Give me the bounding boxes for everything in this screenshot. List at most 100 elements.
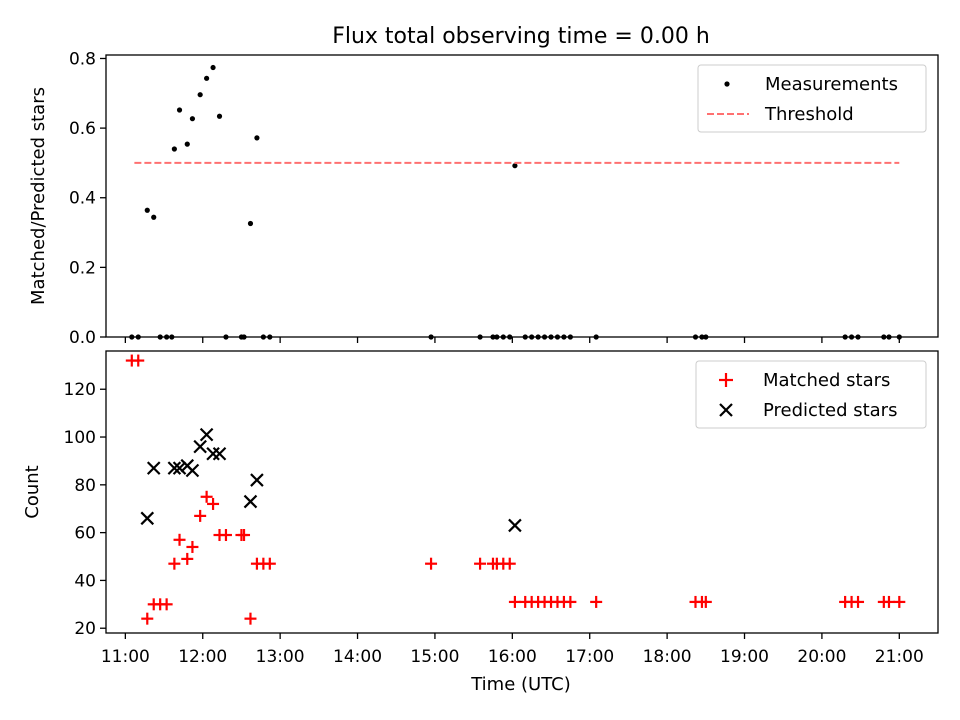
ratio-x-ticks xyxy=(124,337,900,343)
measurement-point xyxy=(254,135,260,141)
predicted-x-b xyxy=(185,463,200,478)
x-tick-label: 14:00 xyxy=(333,647,382,667)
measurement-point xyxy=(176,107,183,113)
matched-star-point xyxy=(425,557,438,570)
matched-star-point xyxy=(882,595,895,608)
predicted-x-b xyxy=(199,427,214,442)
x-axis-label: Time (UTC) xyxy=(470,674,571,695)
predicted-x-b xyxy=(212,446,227,461)
matched-star-point xyxy=(238,529,251,542)
measurement-point xyxy=(522,334,528,340)
measurement-point xyxy=(260,334,266,340)
matched-star-point xyxy=(893,595,906,608)
measurement-point xyxy=(881,334,887,340)
matched-star-point xyxy=(207,497,220,510)
measurement-point xyxy=(896,334,902,340)
matched-star-point xyxy=(194,509,207,522)
measurement-point xyxy=(886,334,892,340)
matched-star-point xyxy=(181,552,194,565)
x-tick-label: 18:00 xyxy=(643,647,692,667)
y-tick-label: 0.6 xyxy=(69,119,96,139)
measurement-point xyxy=(144,207,150,213)
measurements-legend-marker xyxy=(724,81,730,87)
matched-star-point xyxy=(244,612,257,625)
predicted-x-b xyxy=(508,518,522,533)
measurement-point xyxy=(500,334,506,340)
ratio-series xyxy=(129,64,902,340)
y-tick-label: 0.4 xyxy=(69,189,96,209)
matched-legend-marker xyxy=(719,373,733,387)
count-y-ticks: 20 40 60 80 100 120 xyxy=(64,380,106,639)
predicted-star-point xyxy=(508,518,522,533)
chart-title: Flux total observing time = 0.00 h xyxy=(332,24,710,49)
y-tick-label: 60 xyxy=(74,524,96,544)
x-tick-label: 12:00 xyxy=(178,647,227,667)
y-tick-label: 40 xyxy=(74,571,96,591)
predicted-x-b xyxy=(140,511,155,526)
count-legend-box xyxy=(695,360,927,429)
predicted-x-b xyxy=(146,461,161,475)
measurement-point xyxy=(210,64,216,71)
matched-star-point xyxy=(168,557,181,570)
measurement-point xyxy=(512,163,518,169)
measurement-point xyxy=(554,334,561,340)
measurement-point xyxy=(494,334,500,340)
matched-star-point xyxy=(141,612,154,625)
y-tick-label: 100 xyxy=(64,428,96,448)
matched-star-point xyxy=(564,595,577,608)
predicted-star-point xyxy=(193,439,207,454)
measurement-point xyxy=(151,214,157,220)
measurement-point xyxy=(541,334,548,340)
x-tick-label: 16:00 xyxy=(488,647,537,667)
x-tick-label: 21:00 xyxy=(875,647,924,667)
y-tick-label: 80 xyxy=(74,476,96,496)
measurement-point xyxy=(699,334,705,340)
predicted-legend-label: Predicted stars xyxy=(763,400,897,421)
measurement-point xyxy=(184,141,190,147)
x-tick-label: 15:00 xyxy=(410,647,459,667)
matched-star-point xyxy=(160,598,173,611)
x-tick-label: 19:00 xyxy=(720,647,769,667)
matched-star-point xyxy=(219,529,232,542)
count-panel: Count Time (UTC) 20 40 60 80 100 120 11:00 12:… xyxy=(22,350,939,695)
predicted-star-point xyxy=(167,461,182,475)
measurement-point xyxy=(171,146,177,152)
predicted-x-b xyxy=(250,473,264,487)
predicted-star-point xyxy=(243,494,258,509)
predicted-x-b xyxy=(167,461,182,475)
measurement-point xyxy=(135,334,141,340)
x-tick-label: 11:00 xyxy=(101,647,150,667)
measurement-point xyxy=(169,334,175,340)
predicted-legend-marker xyxy=(719,403,733,417)
ratio-panel: Matched/Predicted stars 0.00.20.40.60.8 … xyxy=(28,49,939,348)
count-y-axis-label: Count xyxy=(22,465,43,518)
predicted-x-b xyxy=(243,494,258,509)
measurement-point xyxy=(535,334,541,340)
matched-legend-label: Matched stars xyxy=(763,370,890,391)
matched-star-point xyxy=(852,595,865,608)
measurement-point xyxy=(197,92,203,98)
measurement-point xyxy=(703,334,709,340)
measurement-point xyxy=(428,334,434,340)
measurement-point xyxy=(842,334,848,340)
predicted-star-point xyxy=(146,461,161,475)
count-legend: Matched stars Predicted stars xyxy=(695,360,927,429)
y-tick-label: 120 xyxy=(64,380,96,400)
measurement-point xyxy=(129,334,135,340)
count-x-ticks: 11:00 12:00 13:00 14:00 15:00 16:00 17:00 18:00… xyxy=(101,633,924,667)
ratio-legend: Measurements Threshold xyxy=(697,64,927,133)
matched-star-point xyxy=(590,595,603,608)
measurement-point xyxy=(204,75,210,81)
measurement-point xyxy=(241,334,247,340)
ratio-y-ticks: 0.0 0.2 0.4 0.6 0.8 xyxy=(69,49,106,348)
measurement-point xyxy=(507,334,513,340)
measurement-point xyxy=(247,220,254,227)
measurement-point xyxy=(529,334,535,340)
y-tick-label: 20 xyxy=(74,619,96,639)
measurement-point xyxy=(567,334,573,340)
matched-star-point xyxy=(132,354,145,367)
measurement-point xyxy=(189,116,196,122)
matched-star-point xyxy=(200,490,213,503)
measurements-legend-label: Measurements xyxy=(765,74,898,95)
